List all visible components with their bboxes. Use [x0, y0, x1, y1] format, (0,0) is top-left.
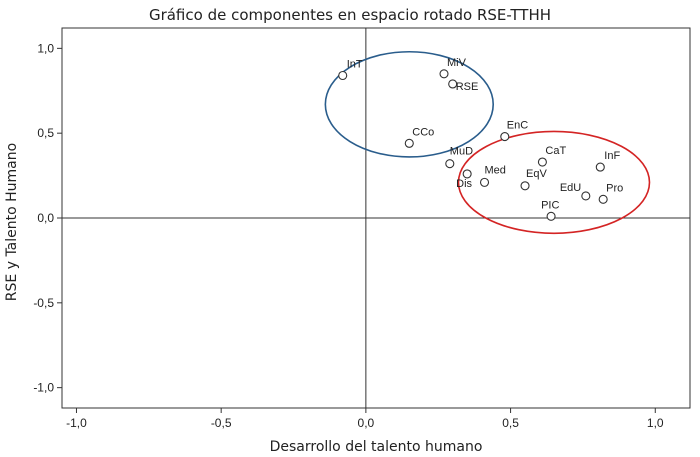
point-label: EnC	[507, 120, 528, 132]
x-tick-label: -0,5	[211, 416, 232, 430]
y-tick-label: 1,0	[37, 41, 54, 55]
data-point	[448, 79, 458, 89]
data-point	[537, 157, 547, 167]
point-label: Dis	[456, 178, 472, 190]
cluster-ellipse-2	[457, 130, 651, 235]
data-point	[595, 162, 605, 172]
point-label: Med	[485, 164, 506, 176]
x-axis-title: Desarrollo del talento humano	[270, 439, 483, 455]
data-point	[462, 169, 472, 179]
x-tick-label: 1,0	[647, 416, 664, 430]
y-axis-title: RSE y Talento Humano	[4, 143, 20, 301]
data-point	[404, 138, 414, 148]
data-point	[338, 70, 348, 81]
data-point	[581, 191, 591, 201]
point-label: RSE	[456, 81, 479, 93]
y-tick-label: 0,0	[37, 211, 54, 225]
data-point	[546, 211, 556, 221]
point-label: CCo	[412, 126, 434, 138]
chart-title: Gráfico de componentes en espacio rotado…	[149, 6, 551, 24]
data-point	[445, 159, 455, 169]
point-label: InT	[347, 59, 363, 71]
data-point	[520, 181, 530, 191]
point-label: CaT	[545, 145, 566, 157]
y-tick-label: -1,0	[33, 381, 54, 395]
x-tick-label: 0,5	[502, 416, 519, 430]
cluster-ellipse-1	[324, 50, 495, 158]
point-label: InF	[604, 150, 620, 162]
point-label: MuD	[450, 146, 473, 158]
point-label: EdU	[560, 182, 581, 194]
y-tick-label: 0,5	[37, 126, 54, 140]
data-point	[598, 194, 608, 204]
reference-lines	[62, 28, 690, 408]
data-point	[439, 69, 449, 79]
point-label: MiV	[447, 57, 467, 69]
data-point	[479, 177, 490, 187]
y-tick-label: -0,5	[33, 296, 54, 310]
x-tick-label: 0,0	[358, 416, 375, 430]
cluster-ellipses	[324, 50, 651, 235]
axis-ticks: -1,0 -0,5 0,0 0,5 1,0 1,0 0,5 0,0 -0,5 -1,0	[33, 41, 664, 430]
point-label: Pro	[606, 182, 623, 194]
data-points: InT MiV RSE CCo EnC CaT InF MuD Med Dis EqV EdU Pro P…	[338, 57, 623, 221]
x-tick-label: -1,0	[66, 416, 87, 430]
point-label: PIC	[541, 199, 559, 211]
data-point	[500, 132, 510, 142]
point-label: EqV	[526, 168, 547, 180]
